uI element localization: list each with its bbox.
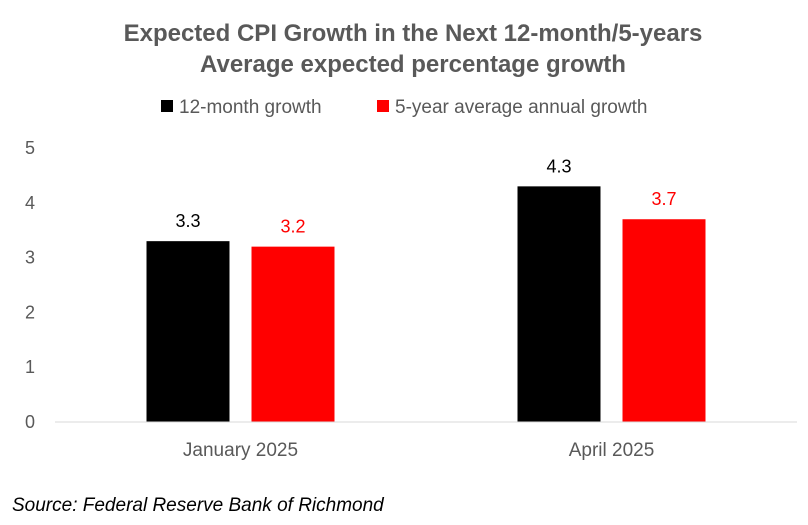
legend-label-5-year: 5-year average annual growth [395, 97, 647, 118]
legend-label-12-month: 12-month growth [179, 97, 322, 118]
legend: 12-month growth 5-year average annual gr… [161, 97, 647, 118]
x-axis-category-labels: January 2025 April 2025 [183, 440, 654, 461]
bar-12-month-1 [517, 186, 601, 422]
source-note: Source: Federal Reserve Bank of Richmond [12, 495, 385, 516]
y-tick-label: 4 [25, 193, 35, 213]
bars [146, 186, 706, 422]
data-label-5-year-0: 3.2 [280, 217, 305, 237]
data-label-5-year-1: 3.7 [651, 189, 676, 209]
y-tick-label: 1 [25, 357, 35, 377]
legend-swatch-12-month [161, 100, 173, 112]
chart-subtitle: Average expected percentage growth [200, 51, 626, 78]
y-tick-label: 0 [25, 412, 35, 432]
y-tick-label: 2 [25, 302, 35, 322]
bar-5-year-0 [251, 246, 335, 422]
x-category-label: April 2025 [569, 440, 655, 461]
data-label-12-month-1: 4.3 [546, 156, 571, 176]
y-tick-label: 5 [25, 138, 35, 158]
legend-swatch-5-year [377, 100, 389, 112]
bar-12-month-0 [146, 241, 230, 422]
data-label-12-month-0: 3.3 [175, 211, 200, 231]
x-category-label: January 2025 [183, 440, 298, 461]
y-tick-label: 3 [25, 248, 35, 268]
chart-title: Expected CPI Growth in the Next 12-month… [124, 20, 703, 47]
y-axis-ticks: 0 1 2 3 4 5 [25, 138, 35, 432]
data-labels: 3.3 3.2 4.3 3.7 [175, 156, 676, 236]
bar-5-year-1 [622, 219, 706, 422]
